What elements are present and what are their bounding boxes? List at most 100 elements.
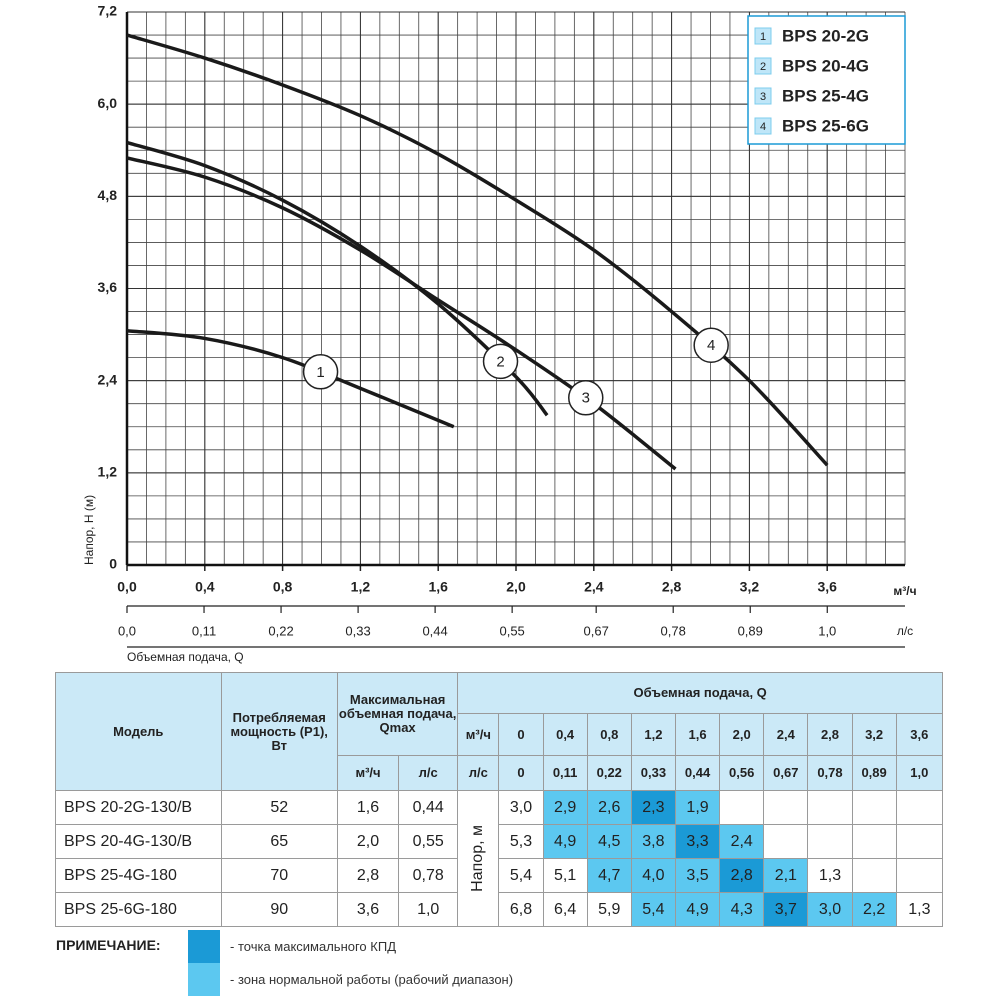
- y-tick-label: 0: [109, 556, 117, 572]
- table-cell: 0: [498, 755, 544, 791]
- table-cell: 65: [220, 824, 338, 859]
- table-cell: 2,2: [851, 892, 897, 927]
- table-cell: 4,0: [630, 858, 676, 893]
- legend-swatch: [754, 27, 772, 45]
- table-cell: 1,3: [895, 892, 944, 927]
- table-cell: 5,9: [586, 892, 632, 927]
- x-tick-label: 2,4: [584, 579, 604, 595]
- x2-tick-label: 0,33: [345, 623, 370, 638]
- table-cell: 2,3: [630, 790, 676, 825]
- table-cell: [807, 790, 853, 825]
- table-cell: 2,9: [542, 790, 588, 825]
- table-cell: 1,0: [398, 892, 459, 927]
- y-tick-label: 3,6: [98, 279, 118, 295]
- note-title: ПРИМЕЧАНИЕ:: [56, 937, 161, 953]
- x-tick-label: 0,0: [117, 579, 137, 595]
- table-cell: 0,56: [719, 755, 765, 791]
- x-tick-label: 2,0: [506, 579, 526, 595]
- table-cell: 2,8: [807, 713, 853, 756]
- note-swatch: [188, 930, 220, 963]
- table-cell: Максимальная объемная подача, Qmax: [336, 672, 459, 756]
- table-cell: 2,8: [336, 858, 400, 893]
- table-cell: 0,78: [807, 755, 853, 791]
- table-cell: 3,2: [851, 713, 897, 756]
- curve-label: 1: [316, 364, 324, 381]
- note-text: - точка максимального КПД: [230, 939, 396, 954]
- curve-label: 3: [582, 390, 590, 407]
- y-tick-label: 6,0: [98, 95, 118, 111]
- table-row: BPS 25-6G-180 90 3,6 1,0 6,8 6,4 5,9 5,4 4,9 4,3 3…: [55, 892, 944, 927]
- table-cell: 2,4: [719, 824, 765, 859]
- legend-label: BPS 20-4G: [782, 56, 869, 75]
- table-cell: 0,22: [586, 755, 632, 791]
- table-cell: 3,6: [336, 892, 400, 927]
- table-cell: 3,0: [498, 790, 544, 825]
- x2-tick-label: 0,78: [661, 623, 686, 638]
- table-row: BPS 25-4G-180 70 2,8 0,78 5,4 5,1 4,7 4,0 3,5 2,8…: [55, 858, 944, 893]
- table-cell: 52: [220, 790, 338, 825]
- table-cell: Объемная подача, Q: [457, 672, 943, 714]
- table-cell: л/с: [457, 755, 500, 791]
- table-cell: 5,4: [630, 892, 676, 927]
- curve: [126, 156, 677, 471]
- table-cell: 0: [498, 713, 544, 756]
- table-cell: 5,3: [498, 824, 544, 859]
- table-cell: [895, 858, 944, 893]
- table-cell: 1,0: [895, 755, 944, 791]
- table-cell: 0,67: [763, 755, 809, 791]
- x-axis-label: Объемная подача, Q: [127, 650, 244, 664]
- table-cell: 0,33: [630, 755, 676, 791]
- table-cell: 0,55: [398, 824, 459, 859]
- table-cell: [895, 824, 944, 859]
- table-cell: 6,8: [498, 892, 544, 927]
- curve-label-circle: [302, 354, 339, 390]
- x-tick-label: 3,6: [817, 579, 837, 595]
- table-cell: 4,3: [719, 892, 765, 927]
- table-row: BPS 20-4G-130/B 65 2,0 0,55 5,3 4,9 4,5 3,8 3,3 2…: [55, 824, 944, 859]
- legend-number: 2: [760, 61, 766, 73]
- table-cell: [851, 790, 897, 825]
- y-axis-label: Напор, H (м): [82, 495, 96, 565]
- table-cell: [807, 824, 853, 859]
- legend-number: 1: [760, 31, 766, 43]
- chart: Напор, H (м) м³/ч л/с Объемная подача, Q…: [82, 3, 916, 664]
- x-tick-label: 1,2: [351, 579, 371, 595]
- legend-swatch: [754, 57, 772, 75]
- table-row: Модель Потребляемая мощность (P1), Вт Макс…: [55, 672, 943, 791]
- y-tick-label: 7,2: [98, 3, 118, 19]
- note-text: - зона нормальной работы (рабочий диапаз…: [230, 972, 514, 987]
- table-cell: Потребляемая мощность (P1), Вт: [220, 672, 338, 791]
- x-tick-label: 0,4: [195, 579, 215, 595]
- curve-label-circle: [568, 380, 604, 416]
- table-cell: 6,4: [542, 892, 588, 927]
- x2-unit: л/с: [897, 624, 913, 638]
- legend-swatch: [754, 117, 772, 135]
- y-tick-label: 2,4: [98, 371, 118, 387]
- table-row: BPS 20-2G-130/B 52 1,6 0,44 Напор, м 3,0 2,9 2,…: [55, 790, 944, 927]
- legend-label: BPS 25-4G: [782, 86, 869, 105]
- table-cell: BPS 25-6G-180: [55, 892, 222, 927]
- table-cell: [851, 824, 897, 859]
- x2-tick-label: 1,0: [818, 623, 836, 638]
- x-tick-label: 1,6: [428, 579, 448, 595]
- table-cell: м³/ч: [336, 755, 400, 791]
- note-swatch: [188, 963, 220, 996]
- table-cell: 1,3: [807, 858, 853, 893]
- table-row: м³/ч 0 0,4 0,8 1,2 1,6 2,0 2,4 2,8 3,2 3,6: [56, 713, 944, 756]
- table-cell: [719, 790, 765, 825]
- x-unit: м³/ч: [893, 584, 916, 598]
- table-cell: Напор, м: [457, 790, 500, 927]
- head-label: Напор, м: [469, 825, 487, 892]
- table-cell: 3,0: [807, 892, 853, 927]
- x-tick-label: 0,8: [273, 579, 293, 595]
- table-cell: 0,8: [586, 713, 632, 756]
- table-cell: 70: [220, 858, 338, 893]
- legend-label: BPS 25-6G: [782, 116, 869, 135]
- table-cell: 2,1: [763, 858, 809, 893]
- table-cell: 0,11: [542, 755, 588, 791]
- table-cell: 3,6: [895, 713, 944, 756]
- table-cell: 90: [220, 892, 338, 927]
- data-table: Модель Потребляемая мощность (P1), Вт Макс…: [55, 672, 944, 927]
- table-cell: [763, 790, 809, 825]
